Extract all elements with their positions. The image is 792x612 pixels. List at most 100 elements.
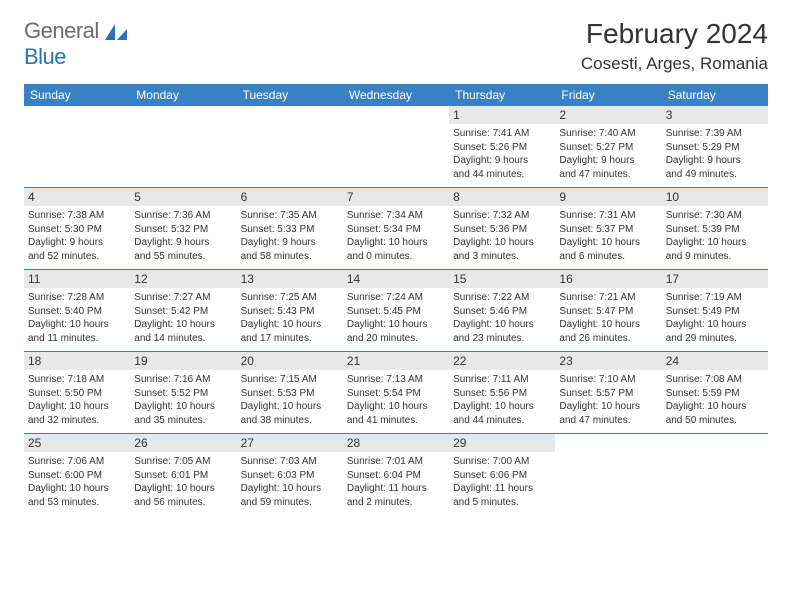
day-detail: Sunrise: 7:19 AMSunset: 5:49 PMDaylight:… xyxy=(666,291,764,345)
calendar-day-cell: 21 Sunrise: 7:13 AMSunset: 5:54 PMDayligh… xyxy=(343,352,449,434)
calendar-page: General Blue February 2024 Cosesti, Arge… xyxy=(0,0,792,533)
calendar-day-cell xyxy=(555,434,661,516)
calendar-day-cell: 11 Sunrise: 7:28 AMSunset: 5:40 PMDayligh… xyxy=(24,270,130,352)
day-number: 29 xyxy=(449,434,555,452)
weekday-header: Wednesday xyxy=(343,84,449,106)
calendar-day-cell: 17 Sunrise: 7:19 AMSunset: 5:49 PMDayligh… xyxy=(662,270,768,352)
calendar-day-cell xyxy=(24,106,130,188)
day-detail: Sunrise: 7:41 AMSunset: 5:26 PMDaylight:… xyxy=(453,127,551,181)
day-number: 20 xyxy=(237,352,343,370)
calendar-week-row: 1Sunrise: 7:41 AMSunset: 5:26 PMDaylight… xyxy=(24,106,768,188)
day-detail: Sunrise: 7:06 AMSunset: 6:00 PMDaylight:… xyxy=(28,455,126,509)
day-number: 28 xyxy=(343,434,449,452)
calendar-day-cell xyxy=(130,106,236,188)
calendar-day-cell: 14 Sunrise: 7:24 AMSunset: 5:45 PMDayligh… xyxy=(343,270,449,352)
day-number: 21 xyxy=(343,352,449,370)
day-number: 8 xyxy=(449,188,555,206)
day-detail: Sunrise: 7:39 AMSunset: 5:29 PMDaylight:… xyxy=(666,127,764,181)
weekday-header: Tuesday xyxy=(237,84,343,106)
day-number: 2 xyxy=(555,106,661,124)
day-detail: Sunrise: 7:34 AMSunset: 5:34 PMDaylight:… xyxy=(347,209,445,263)
calendar-day-cell: 29 Sunrise: 7:00 AMSunset: 6:06 PMDayligh… xyxy=(449,434,555,516)
day-detail: Sunrise: 7:40 AMSunset: 5:27 PMDaylight:… xyxy=(559,127,657,181)
weekday-header: Monday xyxy=(130,84,236,106)
day-number: 18 xyxy=(24,352,130,370)
day-detail: Sunrise: 7:11 AMSunset: 5:56 PMDaylight:… xyxy=(453,373,551,427)
weekday-header: Friday xyxy=(555,84,661,106)
day-detail: Sunrise: 7:21 AMSunset: 5:47 PMDaylight:… xyxy=(559,291,657,345)
day-number: 22 xyxy=(449,352,555,370)
calendar-day-cell: 24 Sunrise: 7:08 AMSunset: 5:59 PMDayligh… xyxy=(662,352,768,434)
day-number: 13 xyxy=(237,270,343,288)
day-detail: Sunrise: 7:00 AMSunset: 6:06 PMDaylight:… xyxy=(453,455,551,509)
day-detail: Sunrise: 7:01 AMSunset: 6:04 PMDaylight:… xyxy=(347,455,445,509)
calendar-day-cell: 13 Sunrise: 7:25 AMSunset: 5:43 PMDayligh… xyxy=(237,270,343,352)
brand-part2: Blue xyxy=(24,44,66,69)
day-number: 26 xyxy=(130,434,236,452)
weekday-header: Sunday xyxy=(24,84,130,106)
calendar-body: 1Sunrise: 7:41 AMSunset: 5:26 PMDaylight… xyxy=(24,106,768,515)
calendar-week-row: 25 Sunrise: 7:06 AMSunset: 6:00 PMDayligh… xyxy=(24,434,768,516)
calendar-day-cell xyxy=(237,106,343,188)
calendar-day-cell: 7 Sunrise: 7:34 AMSunset: 5:34 PMDaylight… xyxy=(343,188,449,270)
calendar-day-cell: 18 Sunrise: 7:18 AMSunset: 5:50 PMDayligh… xyxy=(24,352,130,434)
day-number: 12 xyxy=(130,270,236,288)
calendar-day-cell: 10Sunrise: 7:30 AMSunset: 5:39 PMDayligh… xyxy=(662,188,768,270)
calendar-day-cell: 9Sunrise: 7:31 AMSunset: 5:37 PMDaylight… xyxy=(555,188,661,270)
calendar-day-cell: 16 Sunrise: 7:21 AMSunset: 5:47 PMDayligh… xyxy=(555,270,661,352)
calendar-day-cell: 23 Sunrise: 7:10 AMSunset: 5:57 PMDayligh… xyxy=(555,352,661,434)
calendar-day-cell xyxy=(662,434,768,516)
day-number: 23 xyxy=(555,352,661,370)
logo-text: General Blue xyxy=(24,18,99,70)
day-number: 16 xyxy=(555,270,661,288)
calendar-day-cell: 27 Sunrise: 7:03 AMSunset: 6:03 PMDayligh… xyxy=(237,434,343,516)
header-row: General Blue February 2024 Cosesti, Arge… xyxy=(24,18,768,74)
calendar-day-cell: 6Sunrise: 7:35 AMSunset: 5:33 PMDaylight… xyxy=(237,188,343,270)
day-detail: Sunrise: 7:38 AMSunset: 5:30 PMDaylight:… xyxy=(28,209,126,263)
day-detail: Sunrise: 7:13 AMSunset: 5:54 PMDaylight:… xyxy=(347,373,445,427)
calendar-day-cell: 5 Sunrise: 7:36 AMSunset: 5:32 PMDaylight… xyxy=(130,188,236,270)
day-detail: Sunrise: 7:15 AMSunset: 5:53 PMDaylight:… xyxy=(241,373,339,427)
calendar-header: SundayMondayTuesdayWednesdayThursdayFrid… xyxy=(24,84,768,106)
day-detail: Sunrise: 7:28 AMSunset: 5:40 PMDaylight:… xyxy=(28,291,126,345)
logo-sail-icon xyxy=(103,22,129,49)
calendar-day-cell: 22 Sunrise: 7:11 AMSunset: 5:56 PMDayligh… xyxy=(449,352,555,434)
day-number: 3 xyxy=(662,106,768,124)
calendar-day-cell: 2 Sunrise: 7:40 AMSunset: 5:27 PMDaylight… xyxy=(555,106,661,188)
day-number: 7 xyxy=(343,188,449,206)
calendar-table: SundayMondayTuesdayWednesdayThursdayFrid… xyxy=(24,84,768,515)
day-number: 11 xyxy=(24,270,130,288)
weekday-header: Thursday xyxy=(449,84,555,106)
day-detail: Sunrise: 7:35 AMSunset: 5:33 PMDaylight:… xyxy=(241,209,339,263)
day-number: 25 xyxy=(24,434,130,452)
day-detail: Sunrise: 7:03 AMSunset: 6:03 PMDaylight:… xyxy=(241,455,339,509)
day-detail: Sunrise: 7:24 AMSunset: 5:45 PMDaylight:… xyxy=(347,291,445,345)
day-number: 17 xyxy=(662,270,768,288)
calendar-day-cell: 26Sunrise: 7:05 AMSunset: 6:01 PMDayligh… xyxy=(130,434,236,516)
title-block: February 2024 Cosesti, Arges, Romania xyxy=(581,18,768,74)
day-detail: Sunrise: 7:08 AMSunset: 5:59 PMDaylight:… xyxy=(666,373,764,427)
calendar-week-row: 11 Sunrise: 7:28 AMSunset: 5:40 PMDayligh… xyxy=(24,270,768,352)
day-detail: Sunrise: 7:18 AMSunset: 5:50 PMDaylight:… xyxy=(28,373,126,427)
month-title: February 2024 xyxy=(581,18,768,50)
day-number: 4 xyxy=(24,188,130,206)
calendar-day-cell: 12 Sunrise: 7:27 AMSunset: 5:42 PMDayligh… xyxy=(130,270,236,352)
brand-part1: General xyxy=(24,18,99,43)
day-detail: Sunrise: 7:30 AMSunset: 5:39 PMDaylight:… xyxy=(666,209,764,263)
calendar-day-cell: 1Sunrise: 7:41 AMSunset: 5:26 PMDaylight… xyxy=(449,106,555,188)
day-number: 27 xyxy=(237,434,343,452)
day-detail: Sunrise: 7:25 AMSunset: 5:43 PMDaylight:… xyxy=(241,291,339,345)
calendar-day-cell: 20 Sunrise: 7:15 AMSunset: 5:53 PMDayligh… xyxy=(237,352,343,434)
day-number: 5 xyxy=(130,188,236,206)
day-detail: Sunrise: 7:27 AMSunset: 5:42 PMDaylight:… xyxy=(134,291,232,345)
day-detail: Sunrise: 7:36 AMSunset: 5:32 PMDaylight:… xyxy=(134,209,232,263)
calendar-week-row: 18 Sunrise: 7:18 AMSunset: 5:50 PMDayligh… xyxy=(24,352,768,434)
calendar-day-cell: 8Sunrise: 7:32 AMSunset: 5:36 PMDaylight… xyxy=(449,188,555,270)
day-number: 19 xyxy=(130,352,236,370)
day-detail: Sunrise: 7:10 AMSunset: 5:57 PMDaylight:… xyxy=(559,373,657,427)
day-number: 14 xyxy=(343,270,449,288)
day-number: 15 xyxy=(449,270,555,288)
day-detail: Sunrise: 7:31 AMSunset: 5:37 PMDaylight:… xyxy=(559,209,657,263)
day-number: 24 xyxy=(662,352,768,370)
weekday-header: Saturday xyxy=(662,84,768,106)
